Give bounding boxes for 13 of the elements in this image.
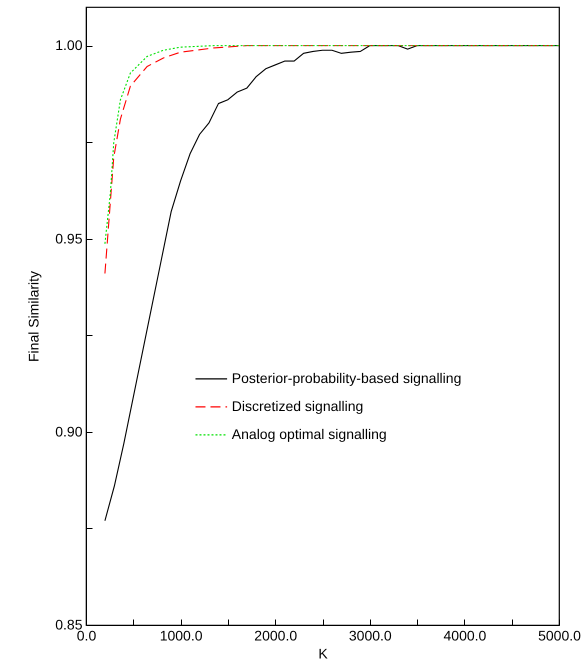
x-axis-title: K [318,646,328,662]
x-tick-label: 5000.0 [538,628,582,644]
legend-label: Posterior-probability-based signalling [232,370,462,386]
x-tick-label: 4000.0 [443,628,487,644]
y-tick-label: 0.95 [55,230,83,246]
legend-label: Discretized signalling [232,398,364,414]
y-tick-label: 1.00 [55,37,83,54]
y-axis-title: Final Similarity [25,270,42,362]
x-tick-label: 1000.0 [160,628,203,644]
y-tick-label: 0.90 [55,423,83,440]
x-tick-label: 2000.0 [254,628,298,644]
x-tick-label: 3000.0 [348,628,392,644]
legend-label: Analog optimal signalling [232,426,387,442]
